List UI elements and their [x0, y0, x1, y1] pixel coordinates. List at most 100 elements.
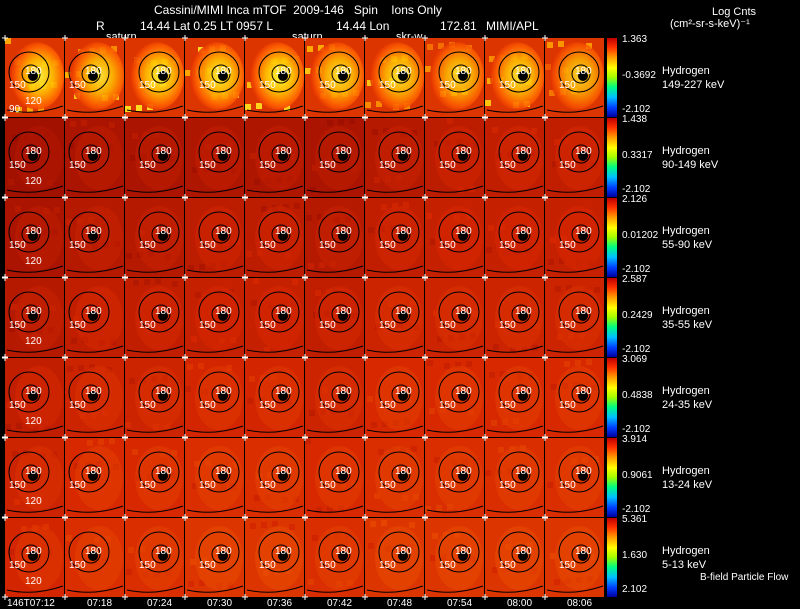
heatmap-pixel [171, 450, 177, 456]
contour-120 [426, 105, 484, 113]
heatmap-pixel [378, 449, 384, 455]
heatmap-pixel [24, 281, 30, 287]
contour-label: 180 [215, 306, 232, 317]
heatmap-pixel [7, 402, 13, 408]
contour-label: 180 [515, 466, 532, 477]
contour-label: 150 [319, 560, 336, 571]
contour-120 [546, 105, 604, 113]
contour-120 [306, 505, 364, 513]
heatmap-cell [362, 195, 424, 280]
heatmap-pixel [485, 470, 491, 476]
contour-120 [306, 585, 364, 593]
b-field-marker [218, 151, 228, 161]
b-field-marker [158, 231, 168, 241]
heatmap-pixel [493, 344, 499, 350]
heatmap-pixel [310, 557, 316, 563]
heatmap-cell [2, 515, 64, 600]
b-field-marker [578, 71, 588, 81]
colorbar-min-label: -2.102 [622, 264, 651, 275]
heatmap-pixel [586, 359, 592, 365]
contour-label: 180 [85, 546, 102, 557]
contour-label: 180 [25, 546, 42, 557]
contour-180 [331, 464, 351, 484]
contour-label: 180 [85, 466, 102, 477]
contour-180 [331, 304, 351, 324]
b-field-marker [458, 391, 468, 401]
contour-180 [151, 544, 171, 564]
contour-label: 120 [25, 336, 42, 347]
contour-label: 180 [575, 306, 592, 317]
heatmap-cell [482, 35, 544, 120]
heatmap-pixel [312, 535, 318, 541]
contour-120 [426, 585, 484, 593]
b-field-marker [158, 71, 168, 81]
heatmap-pixel [501, 202, 507, 208]
contour-150 [258, 371, 300, 413]
time-axis-label: 07:18 [87, 598, 113, 609]
heatmap-pixel [226, 365, 232, 371]
heatmap-cell [242, 275, 304, 360]
colorbar-max-label: 5.361 [622, 514, 648, 525]
band-label: Hydrogen 5-13 keV [662, 544, 710, 572]
heatmap-pixel [127, 400, 133, 406]
heatmap-pixel [346, 363, 352, 369]
heatmap-pixel [264, 347, 270, 353]
contour-180 [451, 544, 471, 564]
contour-label: 180 [455, 386, 472, 397]
heatmap-pixel [229, 120, 235, 126]
contour-150 [68, 51, 110, 93]
heatmap-pixel [172, 281, 178, 287]
contour-180 [391, 224, 411, 244]
contour-label: 180 [85, 306, 102, 317]
heatmap-pixel [368, 227, 374, 233]
heatmap-pixel [174, 205, 180, 211]
contour-label: 150 [379, 560, 396, 571]
heatmap-pixel [136, 105, 142, 111]
contour-label: 180 [85, 66, 102, 77]
contour-label: 180 [515, 546, 532, 557]
contour-150 [318, 131, 360, 173]
contour-label: 150 [379, 480, 396, 491]
heatmap-pixel [432, 163, 438, 169]
contour-120 [366, 265, 424, 273]
heatmap-pixel [531, 128, 537, 134]
contour-150 [68, 451, 110, 493]
heatmap-pixel [15, 206, 21, 212]
heatmap-pixel [489, 372, 495, 378]
contour-180 [331, 384, 351, 404]
contour-180 [451, 224, 471, 244]
contour-180 [81, 224, 101, 244]
contour-120 [246, 265, 304, 273]
heatmap-pixel [152, 523, 158, 529]
contour-150 [378, 211, 420, 253]
heatmap-pixel [196, 439, 202, 445]
heatmap-pixel [207, 438, 213, 444]
b-field-marker [278, 231, 288, 241]
heatmap-cell [122, 115, 184, 200]
contour-120 [486, 505, 544, 513]
heatmap-pixel [130, 155, 136, 161]
contour-label: 180 [515, 386, 532, 397]
contour-150 [498, 51, 540, 93]
heatmap-pixel [367, 396, 373, 402]
contour-label: 120 [25, 496, 42, 507]
band-species: Hydrogen [662, 385, 710, 397]
heatmap-cell [2, 435, 64, 520]
contour-120 [186, 105, 244, 113]
heatmap-pixel [71, 338, 77, 344]
heatmap-cell [182, 355, 244, 440]
contour-150 [138, 131, 180, 173]
heatmap-pixel [558, 41, 564, 47]
contour-120 [6, 585, 64, 593]
heatmap-cell [122, 355, 184, 440]
contour-180 [81, 304, 101, 324]
contour-180 [211, 304, 231, 324]
heatmap-pixel [256, 103, 262, 109]
contour-150 [138, 451, 180, 493]
heatmap-pixel [133, 280, 139, 286]
heatmap-cell [62, 515, 124, 600]
contour-label: 180 [455, 306, 472, 317]
contour-label: 150 [9, 320, 26, 331]
time-axis-label: 07:48 [387, 598, 413, 609]
contour-label: 180 [215, 146, 232, 157]
